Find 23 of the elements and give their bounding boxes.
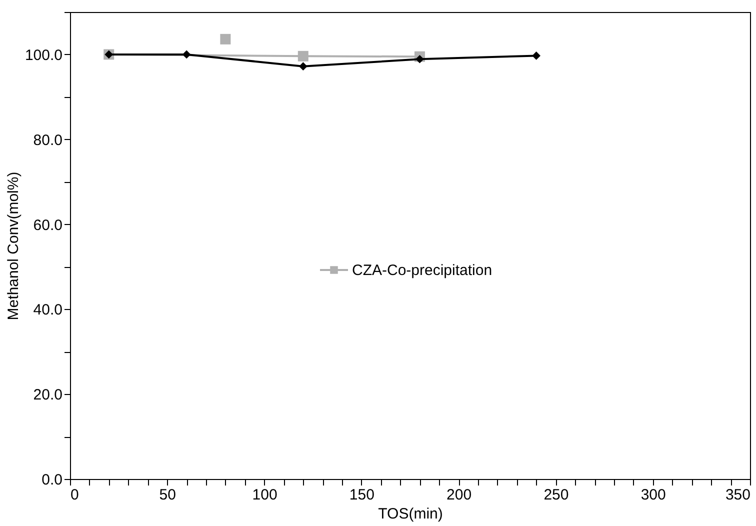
x-tick-label: 100 bbox=[252, 486, 278, 504]
x-axis-title: TOS(min) bbox=[378, 506, 443, 522]
point bbox=[298, 62, 308, 71]
point bbox=[532, 52, 540, 60]
point bbox=[416, 54, 424, 64]
x-tick-label: 350 bbox=[725, 486, 750, 504]
legend-label: CZA-Co-precipitation bbox=[352, 262, 492, 279]
point bbox=[298, 50, 308, 62]
point bbox=[182, 50, 191, 59]
y-tick-label: 60.0 bbox=[33, 216, 62, 234]
x-tick-label: 0 bbox=[70, 486, 79, 504]
x-tick-label: 300 bbox=[640, 486, 666, 504]
y-tick-label: 100.0 bbox=[24, 46, 62, 64]
x-tick-label: 50 bbox=[159, 486, 176, 504]
y-axis-title: Methanol Conv(mol%) bbox=[4, 172, 22, 320]
y-tick-label: 20.0 bbox=[33, 386, 62, 404]
y-tick-label: 0.0 bbox=[42, 472, 62, 488]
point bbox=[220, 34, 231, 44]
x-tick-label: 250 bbox=[544, 486, 569, 504]
y-tick-label: 80.0 bbox=[33, 132, 62, 149]
y-tick-label: 40.0 bbox=[33, 302, 62, 319]
x-tick-label: 150 bbox=[349, 486, 374, 504]
x-tick-label: 200 bbox=[446, 486, 472, 504]
